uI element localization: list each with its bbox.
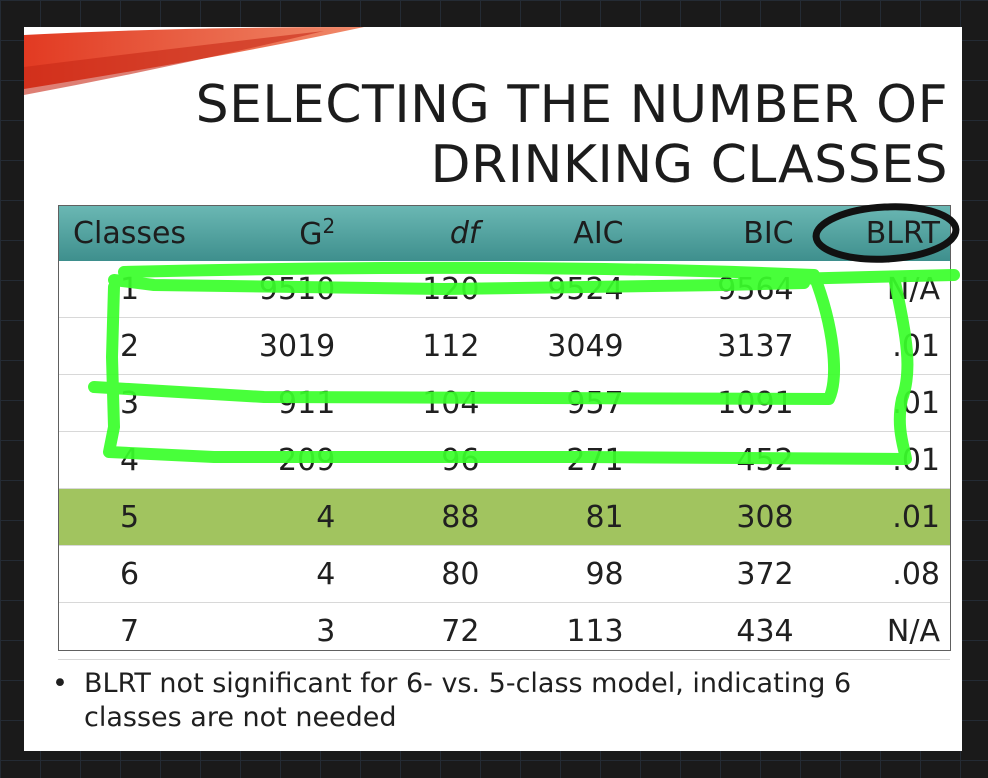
- cell-bic: 3137: [717, 328, 794, 364]
- cell-df: 80: [441, 556, 480, 592]
- cell-blrt: .01: [892, 442, 940, 478]
- cell-bic: 308: [736, 499, 794, 535]
- slide-title: SELECTING THE NUMBER OF DRINKING CLASSES: [196, 75, 948, 195]
- cell-classes: 5: [120, 499, 140, 535]
- cell-aic: 957: [566, 385, 624, 421]
- cell-bic: 9564: [717, 271, 794, 307]
- cell-g2: 3: [316, 613, 336, 649]
- cell-classes: 4: [120, 442, 140, 478]
- cell-blrt: .01: [892, 499, 940, 535]
- title-line-2: DRINKING CLASSES: [430, 135, 948, 195]
- header-df: df: [345, 205, 489, 261]
- cell-bic: 372: [736, 556, 794, 592]
- bullet-point: • BLRT not significant for 6- vs. 5-clas…: [52, 667, 934, 735]
- cell-df: 120: [422, 271, 480, 307]
- table-row: 7 3 72 113 434 N/A: [58, 603, 950, 660]
- cell-bic: 1091: [717, 385, 794, 421]
- cell-bic: 452: [736, 442, 794, 478]
- header-g2: G2: [201, 205, 345, 261]
- cell-aic: 81: [585, 499, 624, 535]
- cell-blrt: .01: [892, 328, 940, 364]
- cell-aic: 9524: [547, 271, 624, 307]
- table-row: 1 9510 120 9524 9564 N/A: [58, 261, 950, 318]
- slide: SELECTING THE NUMBER OF DRINKING CLASSES…: [24, 27, 962, 751]
- bullet-text: BLRT not significant for 6- vs. 5-class …: [84, 668, 852, 733]
- cell-aic: 113: [566, 613, 624, 649]
- table-row: 6 4 80 98 372 .08: [58, 546, 950, 603]
- table-row: 4 209 96 271 452 .01: [58, 432, 950, 489]
- red-swoosh-icon: [24, 27, 364, 95]
- header-aic: AIC: [573, 215, 624, 251]
- cell-blrt: N/A: [886, 271, 940, 307]
- header-blrt: BLRT: [865, 215, 940, 251]
- cell-classes: 3: [120, 385, 140, 421]
- cell-blrt: N/A: [886, 613, 940, 649]
- title-line-1: SELECTING THE NUMBER OF: [195, 75, 948, 135]
- cell-df: 112: [422, 328, 480, 364]
- cell-df: 96: [441, 442, 480, 478]
- bullet-dot-icon: •: [52, 668, 68, 699]
- cell-classes: 1: [120, 271, 140, 307]
- header-g2-base: G: [299, 217, 323, 252]
- cell-df: 104: [422, 385, 480, 421]
- cell-aic: 98: [585, 556, 624, 592]
- cell-aic: 271: [566, 442, 624, 478]
- cell-blrt: .08: [892, 556, 940, 592]
- cell-df: 72: [441, 613, 480, 649]
- header-bic: BIC: [743, 215, 794, 251]
- cell-blrt: .01: [892, 385, 940, 421]
- cell-df: 88: [441, 499, 480, 535]
- table-header-row: Classes G2 df AIC BIC BLRT: [58, 205, 950, 261]
- cell-g2: 9510: [258, 271, 336, 307]
- cell-classes: 7: [120, 613, 140, 649]
- table-row: 3 911 104 957 1091 .01: [58, 375, 950, 432]
- cell-bic: 434: [736, 613, 794, 649]
- cell-classes: 6: [120, 556, 140, 592]
- results-table: Classes G2 df AIC BIC BLRT 1 9510 120 95…: [58, 205, 950, 660]
- table-row: 2 3019 112 3049 3137 .01: [58, 318, 950, 375]
- cell-aic: 3049: [547, 328, 624, 364]
- header-df-label: df: [449, 215, 480, 251]
- cell-g2: 3019: [258, 328, 336, 364]
- cell-g2: 4: [316, 499, 336, 535]
- table-row-highlighted: 5 4 88 81 308 .01: [58, 488, 950, 546]
- cell-classes: 2: [120, 328, 140, 364]
- header-classes: Classes: [73, 215, 187, 251]
- cell-g2: 4: [316, 556, 336, 592]
- cell-g2: 209: [278, 442, 336, 478]
- header-g2-sup: 2: [322, 214, 336, 238]
- cell-g2: 911: [278, 385, 336, 421]
